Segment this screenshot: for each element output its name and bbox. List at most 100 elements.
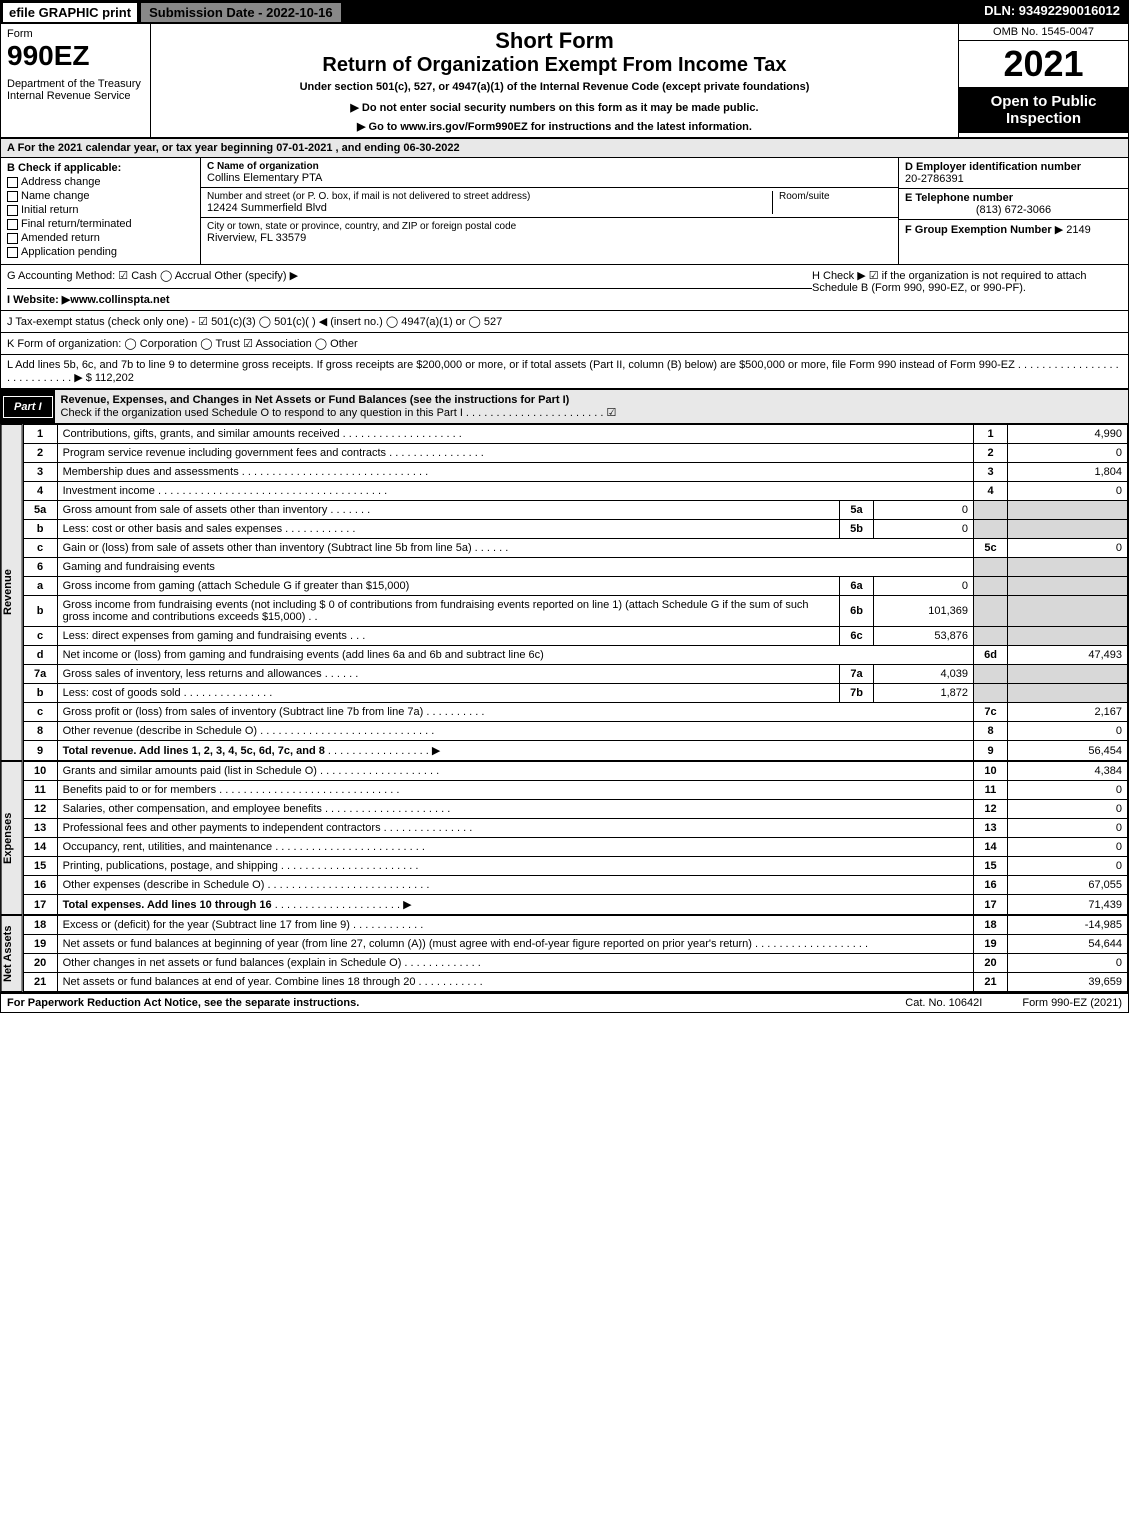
tax-year: 2021 [959,41,1128,87]
line16-desc: Other expenses (describe in Schedule O) [63,879,265,891]
expenses-table: 10Grants and similar amounts paid (list … [23,761,1128,915]
line7b-box: 7b [840,684,874,703]
room-suite-label: Room/suite [772,191,892,214]
i-website: I Website: ▶www.collinspta.net [7,293,812,306]
chk-address-change[interactable] [7,177,18,188]
omb-number: OMB No. 1545-0047 [959,24,1128,41]
line12-desc: Salaries, other compensation, and employ… [63,803,322,815]
part1-title-text: Revenue, Expenses, and Changes in Net As… [61,394,570,406]
line7c-desc: Gross profit or (loss) from sales of inv… [63,706,424,718]
line9-num: 9 [974,741,1008,761]
line15-val: 0 [1008,857,1128,876]
row-g-h: G Accounting Method: ☑ Cash ◯ Accrual Ot… [1,265,1128,311]
line3-num: 3 [974,463,1008,482]
form-label: Form [7,28,144,40]
lbl-initial-return: Initial return [21,204,78,216]
line6b-innum: 101,369 [874,596,974,627]
line7a-box: 7a [840,665,874,684]
line5a-box: 5a [840,501,874,520]
line6c-box: 6c [840,627,874,646]
line7b-innum: 1,872 [874,684,974,703]
telephone: (813) 672-3066 [905,204,1122,216]
line2-num: 2 [974,444,1008,463]
dept-label: Department of the Treasury Internal Reve… [7,78,144,102]
line6b-box: 6b [840,596,874,627]
footer-formid: Form 990-EZ (2021) [1022,997,1122,1009]
line6a-innum: 0 [874,577,974,596]
under-section: Under section 501(c), 527, or 4947(a)(1)… [159,81,950,93]
line15-num: 15 [974,857,1008,876]
org-street: 12424 Summerfield Blvd [207,202,772,214]
d-label: D Employer identification number [905,161,1081,173]
chk-initial-return[interactable] [7,205,18,216]
line17-val: 71,439 [1008,895,1128,915]
line2-val: 0 [1008,444,1128,463]
line4-desc: Investment income [63,485,155,497]
line20-desc: Other changes in net assets or fund bala… [63,957,402,969]
chk-application-pending[interactable] [7,247,18,258]
org-city: Riverview, FL 33579 [207,232,892,244]
form-990ez: efile GRAPHIC print Submission Date - 20… [0,0,1129,1013]
line3-val: 1,804 [1008,463,1128,482]
org-name: Collins Elementary PTA [207,172,892,184]
topbar: efile GRAPHIC print Submission Date - 20… [1,1,1128,24]
line7c-num: 7c [974,703,1008,722]
side-netassets: Net Assets [1,915,23,992]
line5b-desc: Less: cost or other basis and sales expe… [63,523,283,535]
goto-irs: ▶ Go to www.irs.gov/Form990EZ for instru… [159,120,950,133]
line16-num: 16 [974,876,1008,895]
line9-val: 56,454 [1008,741,1128,761]
form-number: 990EZ [7,40,144,72]
line5a-innum: 0 [874,501,974,520]
line12-num: 12 [974,800,1008,819]
line12-val: 0 [1008,800,1128,819]
h-schedule-b: H Check ▶ ☑ if the organization is not r… [812,269,1122,306]
line20-num: 20 [974,954,1008,973]
footer-catno: Cat. No. 10642I [905,997,982,1009]
arrow-icon: ▶ [403,899,411,911]
line5c-val: 0 [1008,539,1128,558]
lbl-application-pending: Application pending [21,246,117,258]
group-exemption: ▶ 2149 [1055,224,1091,236]
line6d-val: 47,493 [1008,646,1128,665]
line21-num: 21 [974,973,1008,992]
header-center: Short Form Return of Organization Exempt… [151,24,958,137]
g-accounting-method: G Accounting Method: ☑ Cash ◯ Accrual Ot… [7,269,812,289]
row-a-tax-year: A For the 2021 calendar year, or tax yea… [1,139,1128,158]
line7a-innum: 4,039 [874,665,974,684]
chk-amended-return[interactable] [7,233,18,244]
side-revenue: Revenue [1,424,23,761]
block-b-to-f: B Check if applicable: Address change Na… [1,158,1128,265]
line6b-desc: Gross income from fundraising events (no… [63,599,809,623]
line11-num: 11 [974,781,1008,800]
line5a-desc: Gross amount from sale of assets other t… [63,504,328,516]
line7c-val: 2,167 [1008,703,1128,722]
lbl-name-change: Name change [21,190,90,202]
c-city-label: City or town, state or province, country… [207,221,892,232]
j-tax-exempt-status: J Tax-exempt status (check only one) - ☑… [1,311,1128,333]
line21-desc: Net assets or fund balances at end of ye… [63,976,416,988]
dln: DLN: 93492290016012 [976,1,1128,24]
line5c-num: 5c [974,539,1008,558]
line7b-desc: Less: cost of goods sold [63,687,181,699]
footer-paperwork: For Paperwork Reduction Act Notice, see … [7,997,359,1009]
line7a-desc: Gross sales of inventory, less returns a… [63,668,322,680]
chk-final-return[interactable] [7,219,18,230]
footer: For Paperwork Reduction Act Notice, see … [1,992,1128,1012]
submission-date: Submission Date - 2022-10-16 [139,1,343,24]
line4-val: 0 [1008,482,1128,501]
netassets-block: Net Assets 18Excess or (deficit) for the… [1,915,1128,992]
line1-num: 1 [974,425,1008,444]
lbl-amended-return: Amended return [21,232,100,244]
line9-desc: Total revenue. Add lines 1, 2, 3, 4, 5c,… [63,745,325,757]
part1-tab: Part I [3,396,53,418]
efile-print-label: efile GRAPHIC print [1,1,139,24]
b-title: B Check if applicable: [7,162,194,174]
line18-val: -14,985 [1008,916,1128,935]
revenue-table: 1Contributions, gifts, grants, and simil… [23,424,1128,761]
header-right: OMB No. 1545-0047 2021 Open to Public In… [958,24,1128,137]
ein: 20-2786391 [905,173,964,185]
arrow-icon: ▶ [432,745,440,757]
line5c-desc: Gain or (loss) from sale of assets other… [63,542,472,554]
chk-name-change[interactable] [7,191,18,202]
